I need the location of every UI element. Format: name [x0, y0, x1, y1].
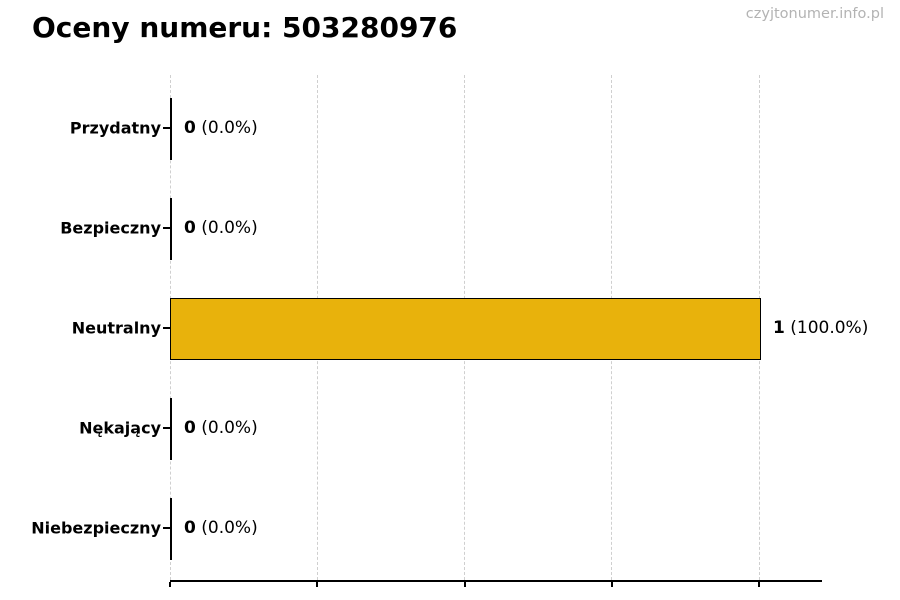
y-axis-tick — [163, 127, 170, 129]
bar-percent: (0.0%) — [195, 418, 258, 438]
bar-percent: (0.0%) — [195, 518, 258, 538]
bar-count: 0 — [184, 418, 196, 438]
y-axis-tick — [163, 227, 170, 229]
bar — [170, 498, 172, 560]
bar-percent: (100.0%) — [784, 318, 869, 338]
bar-value-label: 0 (0.0%) — [184, 218, 258, 238]
category-label: Bezpieczny — [60, 218, 161, 238]
bar-percent: (0.0%) — [195, 118, 258, 138]
bar-count: 0 — [184, 218, 196, 238]
x-axis-tick — [169, 582, 171, 587]
category-label: Przydatny — [69, 118, 161, 138]
x-axis-tick — [758, 582, 760, 587]
plot-area: 0 (0.0%) 0 (0.0%) 1 (100.0%) 0 (0.0%) 0 (0.0… — [169, 75, 868, 580]
y-axis-tick — [163, 327, 170, 329]
bar — [170, 298, 761, 360]
bar-value-label: 1 (100.0%) — [773, 318, 868, 338]
category-label: Nękający — [79, 418, 161, 438]
y-axis-tick — [163, 527, 170, 529]
bar-value-label: 0 (0.0%) — [184, 418, 258, 438]
bar — [170, 198, 172, 260]
x-axis-tick — [316, 582, 319, 587]
bar-count: 0 — [184, 118, 196, 138]
bar-value-label: 0 (0.0%) — [184, 118, 258, 138]
bar — [170, 98, 172, 160]
category-label: Niebezpieczny — [31, 518, 161, 538]
chart-title: Oceny numeru: 503280976 — [32, 11, 458, 44]
bar-value-label: 0 (0.0%) — [184, 518, 258, 538]
bar-count: 0 — [184, 518, 196, 538]
x-axis-tick — [610, 582, 613, 587]
watermark-link[interactable]: czyjtonumer.info.pl — [745, 6, 884, 22]
bar-count: 1 — [773, 318, 785, 338]
bar — [170, 398, 172, 460]
category-label: Neutralny — [71, 318, 161, 338]
x-axis-line — [170, 580, 822, 582]
y-axis-tick — [163, 427, 170, 429]
bar-percent: (0.0%) — [195, 218, 258, 238]
x-axis-tick — [463, 582, 466, 587]
